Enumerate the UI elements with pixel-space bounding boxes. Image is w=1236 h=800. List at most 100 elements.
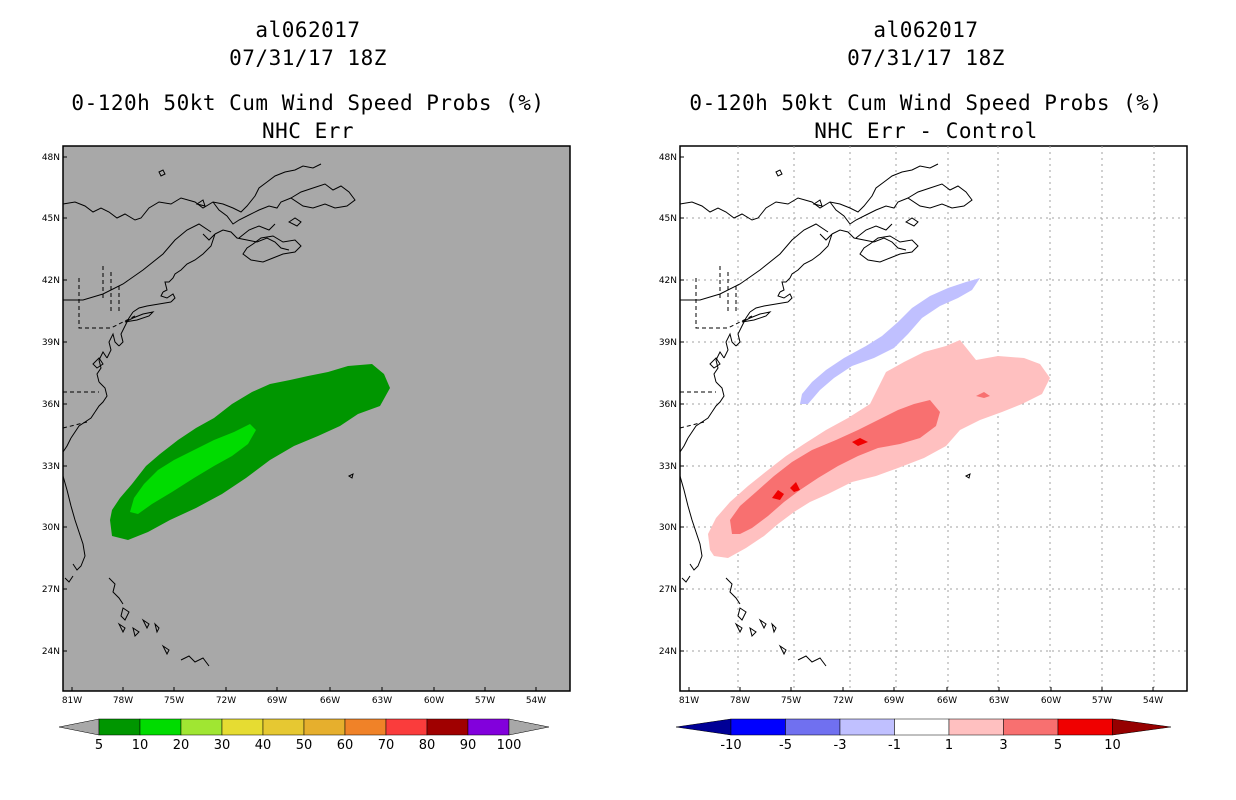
lat-label: 45N [42, 214, 60, 224]
right-contour-pos-3b [976, 392, 990, 398]
colorbar-label: 90 [460, 738, 477, 753]
right-map [679, 145, 1188, 692]
left-datetime: 07/31/17 18Z [229, 46, 387, 70]
colorbar-low-triangle [58, 718, 100, 736]
colorbar-swatch [839, 718, 895, 736]
right-storm-id: al062017 [873, 18, 979, 42]
colorbar-label: 5 [1054, 738, 1062, 753]
lon-label: 66W [320, 696, 340, 706]
left-lat-labels: 48N 45N 42N 39N 36N 33N 30N 27N 24N [42, 153, 67, 657]
right-contour-pos-5b [790, 482, 800, 492]
right-lon-labels: 81W 78W 75W 72W 69W 66W 63W 60W 57W 54W [679, 687, 1163, 706]
colorbar-label: 10 [132, 738, 149, 753]
lon-label: 54W [526, 696, 546, 706]
lat-label: 24N [42, 647, 60, 657]
lat-label: 27N [42, 585, 60, 595]
right-lat-labels: 48N 45N 42N 39N 36N 33N 30N 27N 24N [659, 153, 684, 657]
colorbar-swatch [948, 718, 1004, 736]
left-lon-labels: 81W 78W 75W 72W 69W 66W 63W 60W 57W 54W [62, 687, 546, 706]
colorbar-label: -3 [834, 738, 847, 753]
lon-label: 60W [1041, 696, 1061, 706]
colorbar-swatch [785, 718, 841, 736]
lat-label: 42N [659, 276, 677, 286]
left-storm-id: al062017 [255, 18, 361, 42]
colorbar-swatch [1057, 718, 1113, 736]
colorbar-swatch [303, 718, 346, 736]
left-map [62, 145, 571, 692]
colorbar-swatch [1003, 718, 1059, 736]
lon-label: 63W [989, 696, 1009, 706]
colorbar-label: 10 [1104, 738, 1121, 753]
right-colorbar: -10 -5 -3 -1 1 3 5 10 [675, 718, 1172, 753]
lon-label: 75W [164, 696, 184, 706]
left-product-title: 0-120h 50kt Cum Wind Speed Probs (%) [71, 91, 545, 115]
lat-label: 45N [659, 214, 677, 224]
colorbar-label: 30 [214, 738, 231, 753]
lon-label: 57W [1092, 696, 1112, 706]
left-contour-5pct [110, 364, 390, 540]
lon-label: 54W [1143, 696, 1163, 706]
colorbar-label: 80 [419, 738, 436, 753]
colorbar-label: 100 [497, 738, 522, 753]
lon-label: 81W [62, 696, 82, 706]
colorbar-label: 5 [95, 738, 103, 753]
right-contour-pos-3 [730, 400, 940, 534]
colorbar-label: 40 [255, 738, 272, 753]
colorbar-label: -1 [888, 738, 901, 753]
colorbar-swatch [730, 718, 786, 736]
lat-label: 33N [42, 462, 60, 472]
lat-label: 27N [659, 585, 677, 595]
lat-label: 39N [42, 338, 60, 348]
colorbar-swatch [221, 718, 264, 736]
colorbar-swatch [467, 718, 510, 736]
lat-label: 24N [659, 647, 677, 657]
lat-label: 36N [659, 400, 677, 410]
lon-label: 69W [267, 696, 287, 706]
colorbar-swatch [344, 718, 387, 736]
left-contour-10pct [130, 424, 256, 514]
lat-label: 36N [42, 400, 60, 410]
lon-label: 69W [884, 696, 904, 706]
right-contour-pos-5 [772, 490, 784, 500]
right-datetime: 07/31/17 18Z [847, 46, 1005, 70]
right-contour-neg [800, 278, 980, 404]
left-prob-contours [110, 364, 390, 540]
colorbar-high-triangle [508, 718, 550, 736]
lat-label: 48N [659, 153, 677, 163]
right-subtitle: NHC Err - Control [814, 119, 1038, 143]
lat-label: 39N [659, 338, 677, 348]
colorbar-swatch [262, 718, 305, 736]
lon-label: 72W [216, 696, 236, 706]
lon-label: 63W [372, 696, 392, 706]
right-contour-pos-1 [708, 340, 1050, 558]
lon-label: 81W [679, 696, 699, 706]
colorbar-label: 20 [173, 738, 190, 753]
colorbar-swatch [385, 718, 428, 736]
colorbar-high-triangle [1112, 718, 1172, 736]
left-colorbar: 5 10 20 30 40 50 60 70 80 90 100 [58, 718, 550, 753]
colorbar-label: 60 [337, 738, 354, 753]
lon-label: 60W [424, 696, 444, 706]
right-contour-pos-5c [852, 438, 868, 446]
colorbar-label: 50 [296, 738, 313, 753]
left-subtitle: NHC Err [261, 119, 355, 143]
lat-label: 30N [42, 523, 60, 533]
colorbar-low-triangle [675, 718, 732, 736]
colorbar-swatch [98, 718, 141, 736]
right-product-title: 0-120h 50kt Cum Wind Speed Probs (%) [689, 91, 1163, 115]
lon-label: 78W [113, 696, 133, 706]
colorbar-label: 70 [378, 738, 395, 753]
lat-label: 48N [42, 153, 60, 163]
colorbar-swatch [894, 718, 950, 736]
lat-label: 42N [42, 276, 60, 286]
colorbar-label: 3 [999, 738, 1007, 753]
lon-label: 75W [781, 696, 801, 706]
lat-label: 33N [659, 462, 677, 472]
colorbar-label: -5 [779, 738, 792, 753]
colorbar-swatch [426, 718, 469, 736]
lat-label: 30N [659, 523, 677, 533]
right-diff-contours [708, 278, 1050, 558]
lon-label: 57W [475, 696, 495, 706]
lon-label: 72W [833, 696, 853, 706]
colorbar-label: 1 [945, 738, 953, 753]
